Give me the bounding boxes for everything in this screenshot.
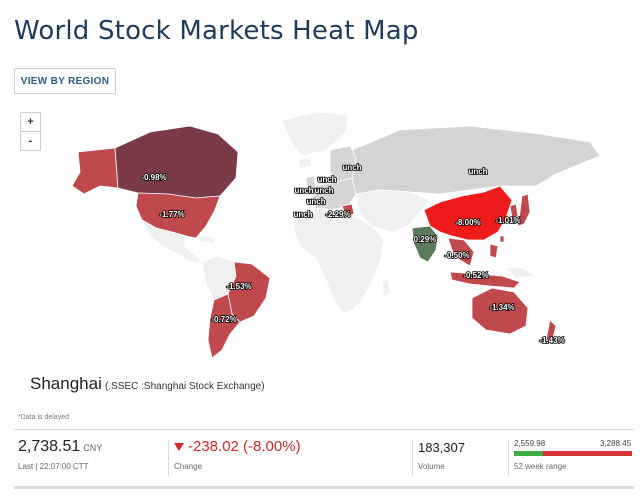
japan-label: -1.01% xyxy=(495,216,520,225)
price-value: 2,738.51 CNY xyxy=(18,438,102,456)
philippines-region[interactable] xyxy=(489,243,499,259)
world-heat-map: -0.98% -1.77% -1.53% -0.72% unch unch un… xyxy=(71,111,601,359)
spain-label: unch xyxy=(293,210,312,219)
canada-label: -0.98% xyxy=(141,173,166,182)
indonesia-region[interactable] xyxy=(449,271,521,289)
se-asia-region[interactable] xyxy=(447,237,475,267)
change-text: -238.02 (-8.00%) xyxy=(188,438,301,455)
brazil-label: -1.53% xyxy=(226,282,251,291)
range-bar-fill xyxy=(514,451,543,456)
australia-region[interactable] xyxy=(471,287,529,335)
currency-label: CNY xyxy=(83,443,103,453)
volume-value: 183,307 xyxy=(418,440,465,455)
japan-region[interactable] xyxy=(517,193,531,227)
view-by-region-button[interactable]: VIEW BY REGION xyxy=(14,68,116,94)
caribbean-region[interactable] xyxy=(199,235,217,244)
brazil-region[interactable] xyxy=(227,261,271,323)
new-guinea-region[interactable] xyxy=(505,267,535,279)
new-zealand-label: -1.43% xyxy=(539,336,564,345)
stats-divider xyxy=(508,440,509,476)
middle-east-region[interactable] xyxy=(355,189,431,233)
range-low-value: 2,559.98 xyxy=(514,439,546,448)
zoom-in-button[interactable]: + xyxy=(27,116,34,128)
france-label: unch xyxy=(306,197,325,206)
usa-label: -1.77% xyxy=(159,210,184,219)
indonesia-label: -0.52% xyxy=(463,271,488,280)
australia-label: -1.34% xyxy=(489,303,514,312)
greenland-region[interactable] xyxy=(281,111,349,157)
russia-label: unch xyxy=(468,167,487,176)
china-region[interactable] xyxy=(423,185,513,241)
change-label: Change xyxy=(174,462,203,471)
korea-region[interactable] xyxy=(509,203,519,219)
down-arrow-icon xyxy=(174,442,184,451)
delayed-note: *Data is delayed xyxy=(18,414,69,421)
mexico-region[interactable] xyxy=(141,219,203,263)
china-label: -8.00% xyxy=(455,218,480,227)
india-region[interactable] xyxy=(411,225,439,263)
greece-label: -2.29% xyxy=(325,210,350,219)
range-high-value: 3,288.45 xyxy=(600,439,632,448)
stats-divider xyxy=(168,440,169,476)
scandinavia-label: unch xyxy=(342,163,361,172)
price-number: 2,738.51 xyxy=(18,438,81,455)
germany-label: unch xyxy=(314,186,333,195)
stats-top-divider xyxy=(14,429,634,430)
thailand-label: -0.50% xyxy=(444,251,469,260)
madagascar-region[interactable] xyxy=(381,277,391,299)
page-title: World Stock Markets Heat Map xyxy=(14,16,419,46)
uk-label: unch xyxy=(294,186,313,195)
canada-region[interactable] xyxy=(114,125,239,199)
argentina-region[interactable] xyxy=(207,293,241,359)
taiwan-region[interactable] xyxy=(499,235,505,243)
alaska-region[interactable] xyxy=(71,147,119,195)
stats-divider xyxy=(412,440,413,476)
india-label: 0.29% xyxy=(414,235,437,244)
new-zealand-region[interactable] xyxy=(545,319,557,343)
change-value: -238.02 (-8.00%) xyxy=(174,438,301,455)
stats-bottom-divider xyxy=(14,486,634,489)
argentina-label: -0.72% xyxy=(211,315,236,324)
volume-label: Volume xyxy=(418,462,445,471)
last-update-time: Last | 22:07:00 CTT xyxy=(18,462,89,471)
zoom-controls: + - xyxy=(20,112,41,151)
range-bar xyxy=(514,451,632,456)
selected-market-info: (.SSEC :Shanghai Stock Exchange) xyxy=(105,381,265,392)
range-label: 52 week range xyxy=(514,462,567,471)
selected-market-name: Shanghai xyxy=(30,374,102,393)
zoom-out-button[interactable]: - xyxy=(21,131,40,150)
africa-region[interactable] xyxy=(293,207,385,315)
iceland-region[interactable] xyxy=(297,157,313,169)
russia-region[interactable] xyxy=(351,125,601,195)
netherlands-label: unch xyxy=(317,175,336,184)
